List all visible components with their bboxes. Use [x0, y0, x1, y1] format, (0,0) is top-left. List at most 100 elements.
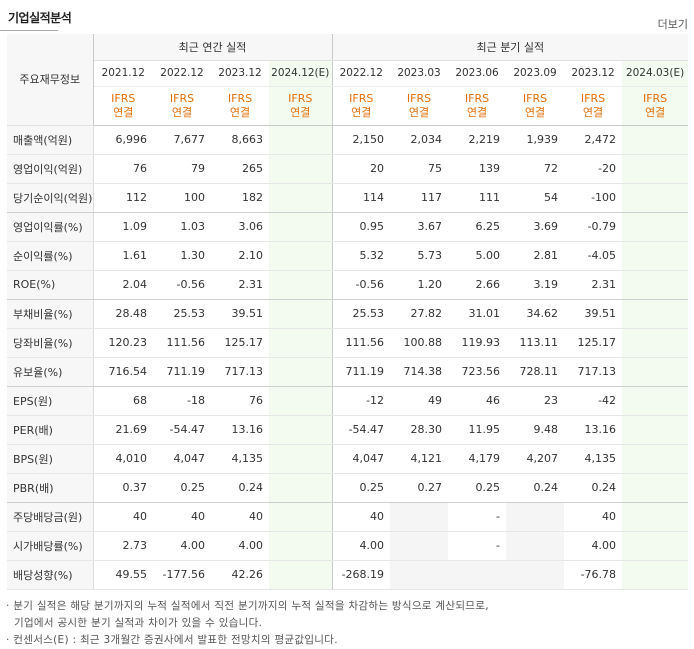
table-cell: -268.19 [332, 560, 391, 590]
table-cell: 1.30 [153, 241, 211, 271]
ifrs-label: IFRS 연결 [506, 86, 565, 126]
ifrs-consolidated: 연결 [408, 105, 430, 119]
table-row: BPS(원) 4,010 4,047 4,135 4,047 4,121 4,179 4,20… [7, 444, 689, 474]
table-cell: 0.27 [390, 473, 449, 503]
ifrs-label: IFRS 연결 [269, 86, 333, 126]
table-cell [269, 212, 333, 242]
table-row: 매출액(억원) 6,996 7,677 8,663 2,150 2,034 2,219 1,9… [7, 125, 689, 155]
table-cell: 2.81 [506, 241, 565, 271]
ifrs-consolidated: 연결 [466, 105, 488, 119]
period-header: 2023.06 [448, 60, 507, 87]
row-label: BPS(원) [7, 444, 94, 474]
ifrs-label: IFRS 연결 [93, 86, 153, 126]
table-row: 영업이익률(%) 1.09 1.03 3.06 0.95 3.67 6.25 3.69 -0.7… [7, 212, 689, 242]
table-cell: 111 [448, 183, 507, 213]
table-row: 순이익률(%) 1.61 1.30 2.10 5.32 5.73 5.00 2.81 -4.05 [7, 241, 689, 271]
table-cell: 125.17 [564, 328, 623, 358]
ifrs-standard: IFRS [227, 91, 253, 105]
table-cell: -4.05 [564, 241, 623, 271]
table-cell: 111.56 [153, 328, 211, 358]
row-label: 당기순이익(억원) [7, 183, 94, 213]
table-cell: 5.00 [448, 241, 507, 271]
table-row: 배당성향(%) 49.55 -177.56 42.26 -268.19 -76.78 [7, 560, 689, 590]
table-cell: 4,179 [448, 444, 507, 474]
table-cell: 0.24 [211, 473, 269, 503]
table-cell: -18 [153, 386, 211, 416]
table-cell [506, 531, 565, 561]
table-row: 주당배당금(원) 40 40 40 40-40 [7, 502, 689, 532]
table-cell: 2,150 [332, 125, 391, 155]
table-cell: 2.31 [564, 270, 623, 300]
row-label: 영업이익률(%) [7, 212, 94, 242]
table-cell [622, 212, 689, 242]
table-cell [622, 502, 689, 532]
table-cell: -54.47 [153, 415, 211, 445]
table-cell: 1,939 [506, 125, 565, 155]
period-header: 2023.09 [506, 60, 565, 87]
table-cell: - [448, 502, 507, 532]
table-cell [269, 531, 333, 561]
table-cell: 711.19 [153, 357, 211, 387]
table-cell: 125.17 [211, 328, 269, 358]
footnote-line: 기업에서 공시한 분기 실적과 차이가 있을 수 있습니다. [14, 617, 263, 629]
table-cell [269, 357, 333, 387]
ifrs-label: IFRS 연결 [622, 86, 689, 126]
table-cell: -42 [564, 386, 623, 416]
table-cell: 68 [93, 386, 153, 416]
table-cell: 3.67 [390, 212, 449, 242]
table-cell [622, 270, 689, 300]
table-cell: 4,135 [564, 444, 623, 474]
table-cell: -12 [332, 386, 391, 416]
table-cell: 0.95 [332, 212, 391, 242]
table-cell: 119.93 [448, 328, 507, 358]
table-cell: 40 [153, 502, 211, 532]
table-cell: -100 [564, 183, 623, 213]
table-cell: 40 [564, 502, 623, 532]
table-cell [269, 415, 333, 445]
table-cell [622, 125, 689, 155]
table-cell: 113.11 [506, 328, 565, 358]
table-cell: -0.79 [564, 212, 623, 242]
table-row: 유보율(%) 716.54 711.19 717.13 711.19 714.38 723.… [7, 357, 689, 387]
table-row: PBR(배) 0.37 0.25 0.24 0.25 0.27 0.25 0.24 0.24 [7, 473, 689, 503]
table-cell: 5.32 [332, 241, 391, 271]
table-row: 당좌비율(%) 120.23 111.56 125.17 111.56 100.88 119… [7, 328, 689, 358]
period-header: 2023.03 [390, 60, 449, 87]
table-cell [622, 415, 689, 445]
table-row: ROE(%) 2.04 -0.56 2.31 -0.56 1.20 2.66 3.19 2.31 [7, 270, 689, 300]
table-cell: 0.37 [93, 473, 153, 503]
table-cell: 0.25 [448, 473, 507, 503]
footnotes: · 분기 실적은 해당 분기까지의 누적 실적에서 직전 분기까지의 누적 실적… [6, 598, 489, 649]
table-cell: 0.25 [332, 473, 391, 503]
ifrs-standard: IFRS [169, 91, 195, 105]
row-label: 배당성향(%) [7, 560, 94, 590]
ifrs-consolidated: 연결 [644, 105, 666, 119]
ifrs-consolidated: 연결 [171, 105, 193, 119]
table-cell [269, 328, 333, 358]
table-cell: 728.11 [506, 357, 565, 387]
row-label: PER(배) [7, 415, 94, 445]
table-cell: 714.38 [390, 357, 449, 387]
table-cell [269, 502, 333, 532]
table-row: 영업이익(억원) 76 79 265 20 75 139 72 -20 [7, 154, 689, 184]
ifrs-standard: IFRS [288, 91, 313, 105]
table-cell: 2.10 [211, 241, 269, 271]
table-cell: 117 [390, 183, 449, 213]
row-label: 부채비율(%) [7, 299, 94, 329]
table-cell [622, 531, 689, 561]
table-cell: 4.00 [564, 531, 623, 561]
table-row: 부채비율(%) 28.48 25.53 39.51 25.53 27.82 31.01 34.… [7, 299, 689, 329]
ifrs-label: IFRS 연결 [390, 86, 449, 126]
table-cell [269, 154, 333, 184]
more-link[interactable]: 더보기 [657, 18, 688, 31]
table-cell [622, 183, 689, 213]
table-cell [390, 560, 449, 590]
table-cell: 3.19 [506, 270, 565, 300]
table-cell: 13.16 [564, 415, 623, 445]
row-label: 주당배당금(원) [7, 502, 94, 532]
table-cell: 2.66 [448, 270, 507, 300]
ifrs-label: IFRS 연결 [332, 86, 391, 126]
table-cell: 40 [211, 502, 269, 532]
table-cell [622, 386, 689, 416]
ifrs-consolidated: 연결 [113, 105, 134, 119]
